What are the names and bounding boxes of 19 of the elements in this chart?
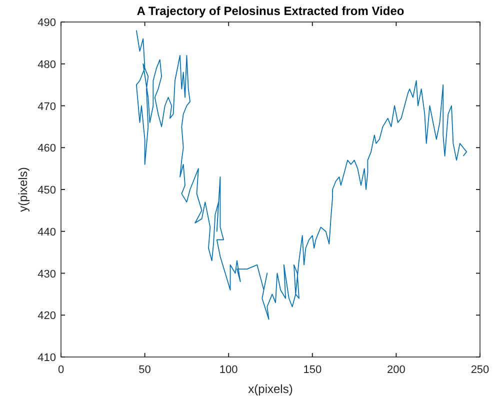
- y-tick-label: 420: [38, 310, 56, 322]
- y-tick-label: 450: [38, 184, 56, 196]
- y-axis-title: y(pixels): [16, 167, 30, 212]
- y-tick-label: 430: [38, 268, 56, 280]
- y-tick-label: 490: [38, 17, 56, 29]
- y-tick-label: 460: [38, 142, 56, 155]
- x-tick-label: 50: [138, 364, 151, 376]
- y-tick-label: 410: [38, 352, 56, 364]
- line-series: [136, 30, 468, 320]
- x-tick-label: 0: [58, 364, 64, 376]
- y-tick-label: 470: [38, 100, 56, 113]
- y-tick-label: 440: [38, 226, 56, 238]
- y-tick-label: 480: [38, 58, 56, 71]
- x-tick-label: 100: [219, 364, 238, 376]
- x-tick-label: 200: [387, 364, 406, 376]
- x-axis-title: x(pixels): [248, 382, 293, 396]
- x-tick-label: 150: [303, 364, 322, 376]
- x-tick-label: 250: [470, 364, 490, 376]
- chart-title: A Trajectory of Pelosinus Extracted from Video: [136, 4, 404, 18]
